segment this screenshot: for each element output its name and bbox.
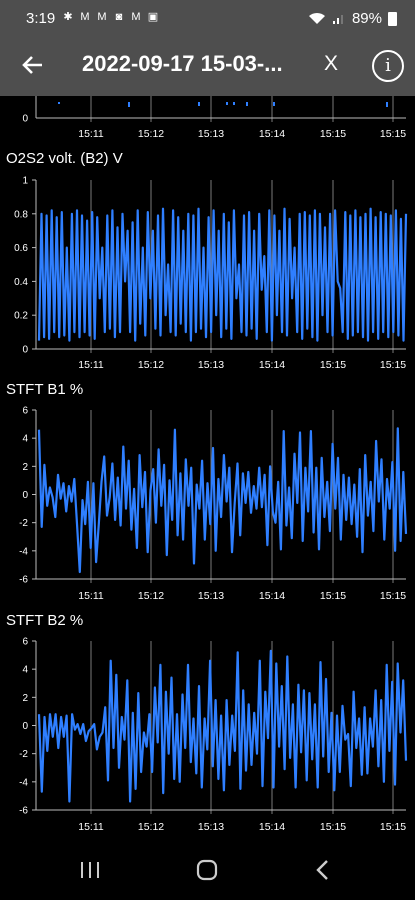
y-tick-label: 0.8 xyxy=(14,209,28,220)
home-icon[interactable] xyxy=(187,856,227,884)
y-tick-label: 6 xyxy=(22,406,28,417)
app-icon: ◙ xyxy=(115,11,123,23)
y-tick-label: 0.2 xyxy=(14,311,28,322)
info-button[interactable]: i xyxy=(372,50,404,82)
x-tick-label: 15:13 xyxy=(198,128,224,140)
activity-bar xyxy=(226,102,228,105)
page-title: 2022-09-17 15-03-... xyxy=(82,51,283,76)
activity-bar xyxy=(233,102,235,105)
x-tick-label: 15:14 xyxy=(259,821,285,833)
battery-percent: 89% xyxy=(351,10,382,27)
status-bar: 3:19 ✱ M M ◙ M ▣ 89% xyxy=(0,0,415,36)
activity-bar xyxy=(58,102,60,104)
x-tick-label: 15:15 xyxy=(380,821,406,833)
y-tick-label: 4 xyxy=(22,434,28,445)
y-tick-label: 0 xyxy=(22,721,28,732)
x-tick-label: 15:15 xyxy=(320,821,346,833)
gallery-icon: ▣ xyxy=(147,11,159,23)
navigation-bar xyxy=(0,836,415,900)
x-tick-label: 15:12 xyxy=(138,359,164,371)
status-right: 89% xyxy=(308,10,397,27)
activity-bar xyxy=(273,102,275,106)
y-tick-label: -6 xyxy=(19,575,28,586)
gmail-icon: M xyxy=(80,11,90,23)
y-tick-label: -4 xyxy=(19,777,28,788)
status-time: 3:19 xyxy=(26,10,56,27)
activity-bar xyxy=(246,102,248,106)
y-tick-label: 0.6 xyxy=(14,243,28,254)
chart-title-stft-b2: STFT B2 % xyxy=(6,612,84,629)
y-tick-label: 0 xyxy=(22,490,28,501)
x-tick-label: 15:15 xyxy=(380,359,406,371)
slack-icon: ✱ xyxy=(63,11,73,23)
gmail-icon: M xyxy=(97,11,107,23)
gmail-icon: M xyxy=(131,11,141,23)
back-arrow-icon[interactable] xyxy=(18,50,48,80)
app-bar: 2022-09-17 15-03-... X i xyxy=(0,36,415,96)
x-tick-label: 15:11 xyxy=(78,359,104,371)
o2s2-voltage-line xyxy=(37,207,408,342)
y-tick-label: -4 xyxy=(19,546,28,557)
y-tick-label: -6 xyxy=(19,806,28,817)
battery-icon xyxy=(388,11,397,26)
x-tick-label: 15:14 xyxy=(259,359,285,371)
x-tick-label: 15:13 xyxy=(198,590,224,602)
y-tick-label: -2 xyxy=(19,749,28,760)
back-nav-icon[interactable] xyxy=(303,856,343,884)
y-tick-label: 2 xyxy=(22,693,28,704)
wifi-icon xyxy=(308,12,325,24)
notification-icons: ✱ M M ◙ M ▣ xyxy=(62,11,159,23)
y-tick-label: 1 xyxy=(22,176,28,187)
y-tick-label: 0.4 xyxy=(14,277,28,288)
y-tick-label: 4 xyxy=(22,665,28,676)
close-button[interactable]: X xyxy=(324,52,339,75)
charts-svg: 0 15:11 15:12 15:13 15:14 15:15 15:15 1 0.8 0.6 0.… xyxy=(14,96,408,833)
stft-b1-line xyxy=(37,427,408,574)
x-tick-label: 15:11 xyxy=(78,590,104,602)
x-tick-label: 15:13 xyxy=(198,359,224,371)
y-tick-label: 2 xyxy=(22,462,28,473)
activity-bar xyxy=(198,102,200,106)
x-tick-label: 15:11 xyxy=(78,821,104,833)
x-tick-label: 15:12 xyxy=(138,590,164,602)
y-tick-label: 0 xyxy=(22,114,28,125)
x-tick-label: 15:15 xyxy=(320,590,346,602)
y-tick-label: 0 xyxy=(22,345,28,356)
chart-title-stft-b1: STFT B1 % xyxy=(6,381,84,398)
y-tick-label: -2 xyxy=(19,518,28,529)
x-tick-label: 15:13 xyxy=(198,821,224,833)
x-tick-label: 15:15 xyxy=(320,128,346,140)
chart-title-o2s2: O2S2 volt. (B2) V xyxy=(6,150,123,167)
x-tick-label: 15:14 xyxy=(259,128,285,140)
x-tick-label: 15:14 xyxy=(259,590,285,602)
x-tick-label: 15:12 xyxy=(138,821,164,833)
x-tick-label: 15:15 xyxy=(320,359,346,371)
x-tick-label: 15:15 xyxy=(380,590,406,602)
stft-b2-line xyxy=(37,649,408,803)
recent-apps-icon[interactable] xyxy=(70,856,110,884)
charts-scroll-area[interactable]: 0 15:11 15:12 15:13 15:14 15:15 15:15 1 0.8 0.6 0.… xyxy=(0,96,415,836)
x-tick-label: 15:12 xyxy=(138,128,164,140)
activity-bar xyxy=(128,102,130,107)
activity-bar xyxy=(386,102,388,107)
x-tick-label: 15:11 xyxy=(78,128,104,140)
x-tick-label: 15:15 xyxy=(380,128,406,140)
signal-icon xyxy=(332,15,343,24)
y-tick-label: 6 xyxy=(22,637,28,648)
